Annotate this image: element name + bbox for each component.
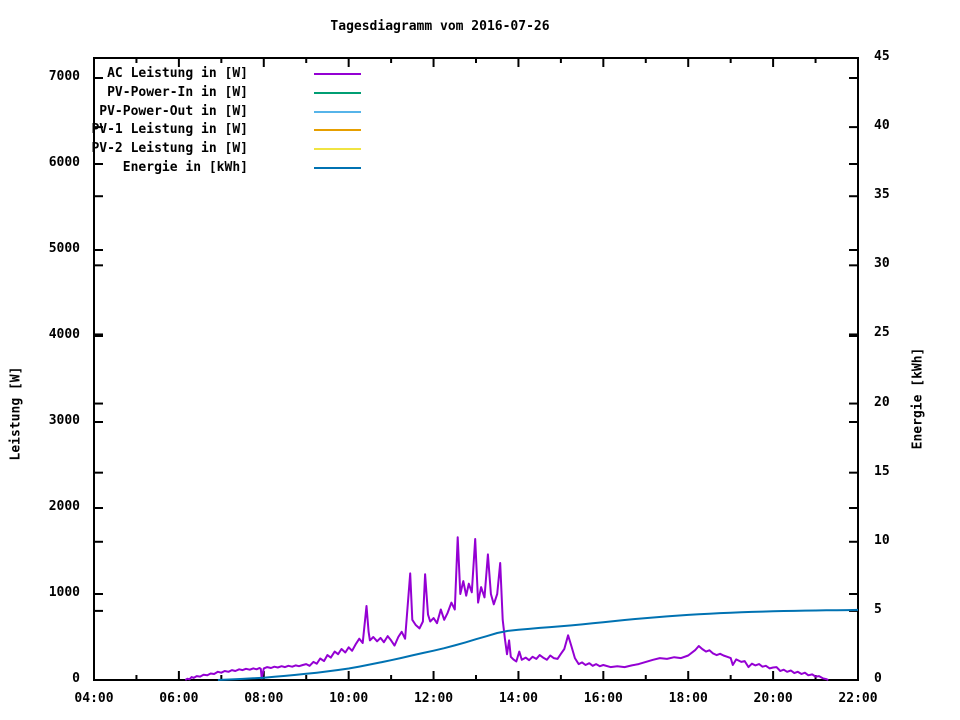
x-tick-label: 16:00 — [583, 691, 623, 706]
legend-label: PV-Power-Out in [W] — [99, 103, 248, 119]
legend-item: PV-2 Leistung in [W] — [0, 140, 960, 158]
x-tick-label: 04:00 — [74, 691, 114, 706]
y-right-tick-label: 25 — [874, 325, 890, 341]
y-right-tick-label: 0 — [874, 671, 882, 686]
y-axis-label-right: Energie [kWh] — [910, 347, 926, 450]
legend-line-sample — [314, 110, 361, 113]
x-tick-label: 22:00 — [838, 691, 878, 706]
legend-line-sample — [314, 91, 361, 94]
y-right-tick-label: 30 — [874, 256, 890, 272]
series-ac-leistung-in-w — [184, 536, 829, 681]
legend-item: PV-1 Leistung in [W] — [0, 121, 960, 139]
legend-item: Energie in [kWh] — [0, 159, 960, 177]
legend-label: PV-2 Leistung in [W] — [91, 141, 248, 157]
x-tick-label: 20:00 — [753, 691, 793, 706]
y-right-tick-label: 45 — [874, 49, 890, 64]
y-left-tick-label: 5000 — [48, 241, 80, 256]
y-left-tick-label: 7000 — [48, 69, 80, 84]
series-energie-in-kwh — [217, 608, 859, 681]
legend-line-sample — [314, 73, 361, 75]
y-right-tick-label: 15 — [874, 463, 890, 479]
legend-line-sample — [314, 148, 361, 151]
legend-item: PV-Power-In in [W] — [0, 84, 960, 102]
x-tick-label: 10:00 — [329, 691, 369, 706]
chart-title: Tagesdiagramm vom 2016-07-26 — [330, 19, 550, 34]
y-right-tick-label: 20 — [874, 394, 890, 410]
y-left-tick-label: 6000 — [48, 155, 80, 170]
legend-label: Energie in [kWh] — [122, 160, 248, 175]
legend-item: AC Leistung in [W] — [0, 65, 960, 83]
y-left-tick-label: 2000 — [48, 499, 80, 514]
y-right-tick-label: 5 — [874, 601, 882, 617]
y-left-tick-label: 0 — [72, 671, 80, 686]
x-tick-label: 12:00 — [413, 691, 454, 706]
legend-label: PV-Power-In in [W] — [107, 84, 248, 100]
legend-item: PV-Power-Out in [W] — [0, 103, 960, 121]
x-tick-label: 18:00 — [668, 691, 708, 706]
x-tick-label: 06:00 — [159, 691, 199, 706]
y-left-tick-label: 3000 — [48, 413, 80, 428]
y-left-tick-label: 4000 — [48, 327, 80, 342]
legend-label: AC Leistung in [W] — [107, 66, 248, 81]
y-right-tick-label: 10 — [874, 532, 890, 548]
x-tick-label: 08:00 — [244, 691, 284, 706]
x-tick-label: 14:00 — [498, 691, 538, 706]
y-right-tick-label: 40 — [874, 118, 890, 134]
legend-label: PV-1 Leistung in [W] — [91, 122, 248, 138]
y-left-tick-label: 1000 — [48, 585, 80, 600]
legend-line-sample — [314, 167, 361, 169]
legend-line-sample — [314, 129, 361, 132]
y-right-tick-label: 35 — [874, 187, 890, 203]
